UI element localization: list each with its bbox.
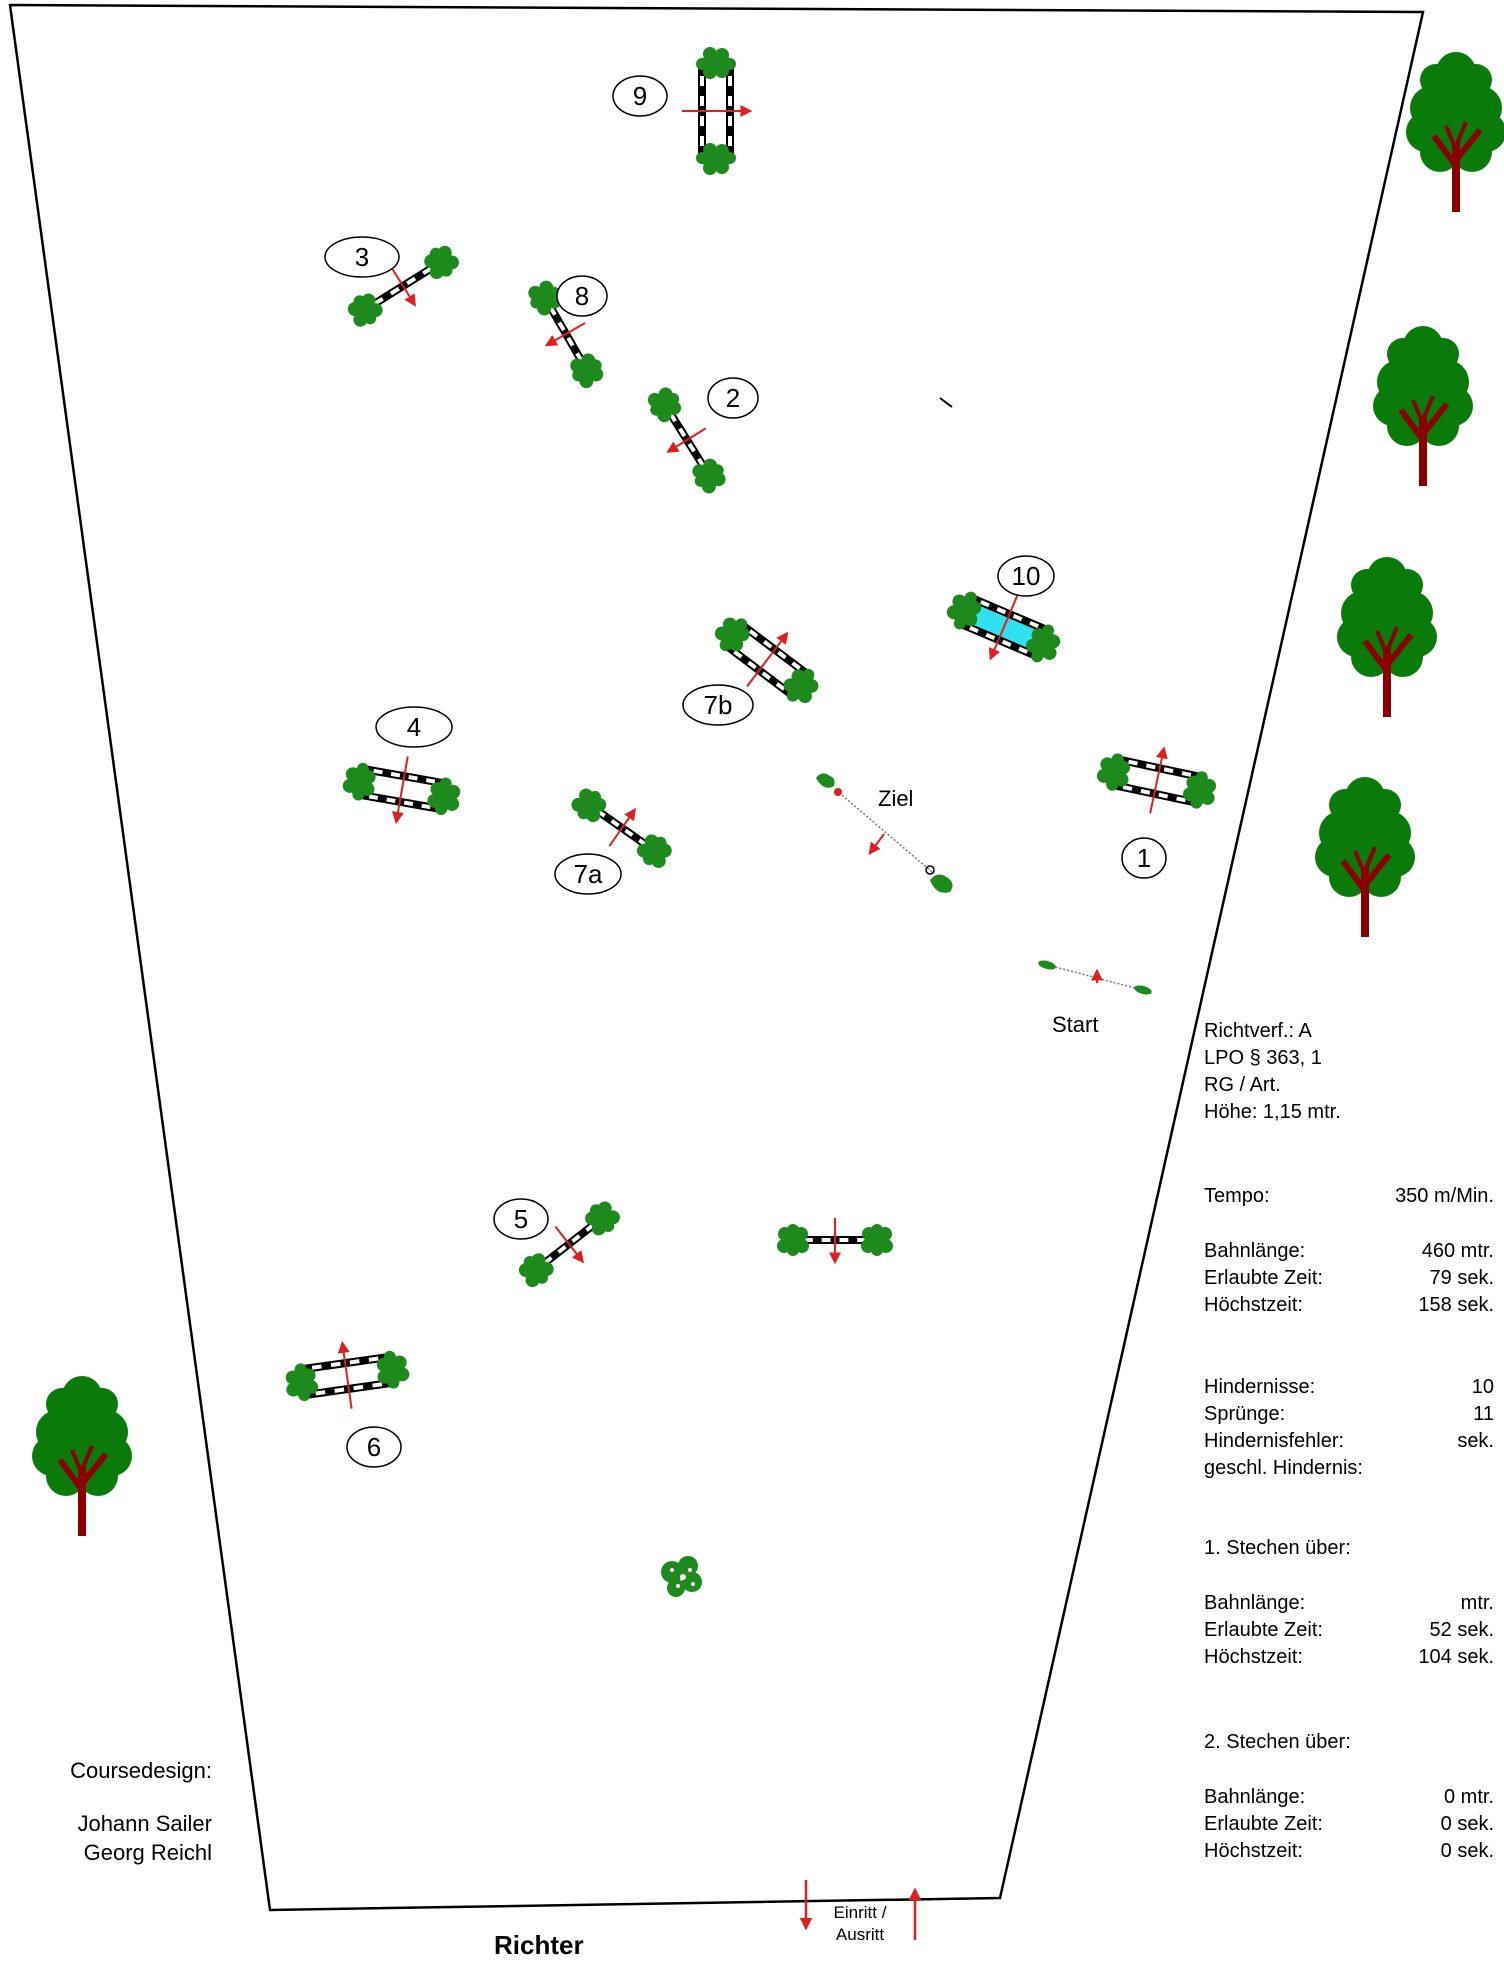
obstacle-number-1: 1 xyxy=(1121,837,1167,879)
jump-3 xyxy=(347,245,459,327)
jumpoff1-max-value: 104 sek. xyxy=(1418,1646,1494,1668)
tree-icon-4 xyxy=(1315,777,1415,937)
obstacle-number-text: 7b xyxy=(704,690,733,720)
jump-9 xyxy=(682,47,753,175)
gate-label: Einritt / Ausritt xyxy=(830,1902,890,1946)
jump-5 xyxy=(518,1201,620,1288)
jump-8 xyxy=(528,280,604,389)
credits-name-2: Georg Reichl xyxy=(83,1840,212,1865)
tree-icon-3 xyxy=(1337,557,1437,717)
gate-arrows xyxy=(799,1880,922,1940)
obstacle-number-text: 8 xyxy=(575,281,589,311)
jumpoff1-time-label: Erlaubte Zeit: xyxy=(1204,1619,1323,1641)
credits-title: Coursedesign: xyxy=(70,1758,212,1783)
jump-4 xyxy=(342,756,461,824)
jumpoff2-title-block: 2. Stechen über: xyxy=(1204,1729,1494,1756)
credits-name-1: Johann Sailer xyxy=(77,1811,212,1836)
obstacle-number-text: 3 xyxy=(355,242,369,272)
jumpoff1-length-label: Bahnlänge: xyxy=(1204,1592,1306,1614)
course-length-value: 460 mtr. xyxy=(1421,1240,1494,1262)
gate-label-line2: Ausritt xyxy=(835,1925,885,1944)
obstacle-number-7b: 7b xyxy=(682,684,754,726)
tempo-block: Tempo: 350 m/Min. xyxy=(1204,1183,1494,1210)
flower-bed xyxy=(661,1556,702,1597)
jumpoff2-time-label: Erlaubte Zeit: xyxy=(1204,1813,1323,1835)
course-max-value: 158 sek. xyxy=(1418,1294,1494,1316)
obstacle-number-7a: 7a xyxy=(554,853,622,895)
rules-block: Richtverf.: A LPO § 363, 1 RG / Art. Höh… xyxy=(1204,1018,1494,1126)
course-time-value: 79 sek. xyxy=(1429,1267,1494,1289)
obstacle-number-5: 5 xyxy=(493,1198,549,1240)
jumpoff2-max-label: Höchstzeit: xyxy=(1204,1840,1303,1862)
jump-10 xyxy=(946,591,1061,663)
stray-mark xyxy=(939,397,953,408)
closed-obstacle-label: geschl. Hindernis: xyxy=(1204,1457,1363,1479)
course-max-label: Höchstzeit: xyxy=(1204,1294,1303,1316)
obstacle-number-text: 2 xyxy=(726,383,740,413)
obstacle-number-text: 1 xyxy=(1137,843,1151,873)
obstacles-value: 10 xyxy=(1471,1376,1494,1398)
obstacle-number-9: 9 xyxy=(612,75,668,117)
jump-2 xyxy=(647,387,726,494)
jumpoff1-length-value: mtr. xyxy=(1460,1592,1494,1614)
start-line xyxy=(1038,960,1152,995)
obstacle-number-text: 10 xyxy=(1012,561,1041,591)
obstacle-number-4: 4 xyxy=(375,706,453,748)
obstacle-number-2: 2 xyxy=(707,377,759,419)
obstacle-number-text: 6 xyxy=(367,1432,381,1462)
course-block: Bahnlänge: 460 mtr. Erlaubte Zeit: 79 sek.… xyxy=(1204,1238,1494,1319)
obstacle-number-8: 8 xyxy=(556,275,608,317)
jumpoff1-block: Bahnlänge: mtr. Erlaubte Zeit: 52 sek. Höc… xyxy=(1204,1590,1494,1671)
tempo-label: Tempo: xyxy=(1204,1185,1270,1207)
jumpoff1-time-value: 52 sek. xyxy=(1429,1619,1494,1641)
jumpoff2-time-value: 0 sek. xyxy=(1440,1813,1494,1835)
faults-value: sek. xyxy=(1457,1430,1494,1452)
jump-6 xyxy=(285,1340,410,1409)
finish-line xyxy=(816,773,953,893)
rule-lpo: LPO § 363, 1 xyxy=(1204,1047,1322,1069)
jump-7a xyxy=(571,788,672,869)
jumpoff1-title: 1. Stechen über: xyxy=(1204,1537,1351,1559)
gate-label-line1: Einritt / xyxy=(833,1903,887,1922)
obstacles-block: Hindernisse: 10 Sprünge: 11 Hindernisfehle… xyxy=(1204,1374,1494,1482)
course-time-label: Erlaubte Zeit: xyxy=(1204,1267,1323,1289)
obstacle-number-text: 7a xyxy=(574,859,603,889)
obstacle-number-3: 3 xyxy=(324,236,400,278)
rule-procedure: Richtverf.: A xyxy=(1204,1020,1312,1042)
tree-icon-1 xyxy=(1406,52,1504,212)
jumpoff1-title-block: 1. Stechen über: xyxy=(1204,1535,1494,1562)
jump-x xyxy=(777,1218,893,1265)
jumpoff2-block: Bahnlänge: 0 mtr. Erlaubte Zeit: 0 sek. Hö… xyxy=(1204,1784,1494,1865)
obstacle-number-text: 5 xyxy=(514,1204,528,1234)
obstacles-label: Hindernisse: xyxy=(1204,1376,1316,1398)
obstacle-number-text: 9 xyxy=(633,81,647,111)
jumpoff2-max-value: 0 sek. xyxy=(1440,1840,1494,1862)
rule-rg: RG / Art. xyxy=(1204,1074,1281,1096)
jumpoff2-length-value: 0 mtr. xyxy=(1443,1786,1494,1808)
arena-outline xyxy=(8,3,1425,1912)
jumps-value: 11 xyxy=(1473,1403,1494,1425)
jump-7b xyxy=(714,617,819,704)
jumpoff1-max-label: Höchstzeit: xyxy=(1204,1646,1303,1668)
start-label: Start xyxy=(1052,1012,1098,1037)
faults-label: Hindernisfehler: xyxy=(1204,1430,1345,1452)
tree-icon-2 xyxy=(1373,326,1473,486)
finish-label: Ziel xyxy=(878,786,913,811)
jump-1 xyxy=(1096,746,1217,814)
obstacle-number-10: 10 xyxy=(997,555,1055,597)
course-length-label: Bahnlänge: xyxy=(1204,1240,1306,1262)
rule-height: Höhe: 1,15 mtr. xyxy=(1204,1101,1341,1123)
jumps-label: Sprünge: xyxy=(1204,1403,1286,1425)
obstacle-number-text: 4 xyxy=(407,712,421,742)
jumpoff2-length-label: Bahnlänge: xyxy=(1204,1786,1306,1808)
obstacle-number-6: 6 xyxy=(346,1426,402,1468)
tree-icon-5 xyxy=(32,1376,132,1536)
tempo-value: 350 m/Min. xyxy=(1395,1185,1494,1207)
jumpoff2-title: 2. Stechen über: xyxy=(1204,1731,1351,1753)
